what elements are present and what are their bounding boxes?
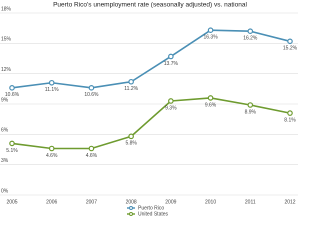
data-label: 13.7% (164, 61, 179, 67)
point (9, 140, 15, 147)
y-tick-label: 6% (1, 128, 9, 134)
data-label: 10.6% (5, 92, 20, 98)
data-label: 15.2% (283, 46, 298, 52)
point (128, 133, 134, 140)
y-tick-label: 9% (1, 97, 9, 103)
point (48, 79, 55, 86)
x-tick-label: 2012 (284, 199, 295, 205)
x-tick-label: 2006 (46, 199, 57, 205)
point (247, 102, 254, 108)
data-label: 11.1% (45, 87, 59, 93)
data-label: 9.3% (165, 105, 177, 111)
data-label: 8.9% (245, 109, 257, 115)
point (168, 98, 174, 104)
data-label: 16.2% (243, 36, 258, 42)
chart: Puerto Rico's unemployment rate (seasona… (0, 2, 298, 217)
legend-label: Puerto Rico (138, 205, 164, 211)
point (48, 145, 55, 152)
legend-marker (129, 212, 133, 216)
x-tick-label: 2007 (86, 199, 97, 205)
point (207, 27, 214, 33)
y-tick-label: 18% (1, 6, 12, 12)
data-label: 16.3% (203, 35, 218, 41)
data-label: 4.6% (86, 153, 98, 159)
data-label: 4.6% (46, 153, 58, 159)
y-tick-label: 3% (1, 158, 9, 164)
y-tick-label: 12% (1, 67, 12, 73)
point (168, 53, 174, 60)
point (88, 85, 95, 91)
x-tick-label: 2011 (245, 199, 256, 205)
data-label: 8.1% (284, 117, 296, 123)
chart-title: Puerto Rico's unemployment rate (seasona… (53, 2, 247, 9)
legend-marker (129, 206, 133, 210)
data-label: 9.6% (205, 102, 217, 108)
x-tick-label: 2009 (165, 199, 176, 205)
series-line (11, 29, 291, 89)
point (207, 95, 214, 101)
data-label: 11.2% (124, 86, 138, 92)
data-label: 10.6% (84, 92, 99, 98)
point (128, 78, 134, 85)
data-label: 5.8% (125, 141, 137, 147)
y-tick-label: 15% (1, 37, 12, 43)
x-tick-label: 2010 (205, 199, 216, 205)
point (9, 85, 15, 91)
series-line (11, 97, 291, 150)
point (287, 38, 293, 45)
x-tick-label: 2005 (6, 199, 17, 205)
x-tick-label: 2008 (126, 199, 137, 205)
data-label: 5.1% (6, 148, 18, 154)
legend-label: United States (138, 211, 169, 217)
point (287, 110, 293, 116)
point (88, 145, 95, 152)
y-tick-label: 0% (1, 188, 9, 194)
point (247, 28, 254, 35)
